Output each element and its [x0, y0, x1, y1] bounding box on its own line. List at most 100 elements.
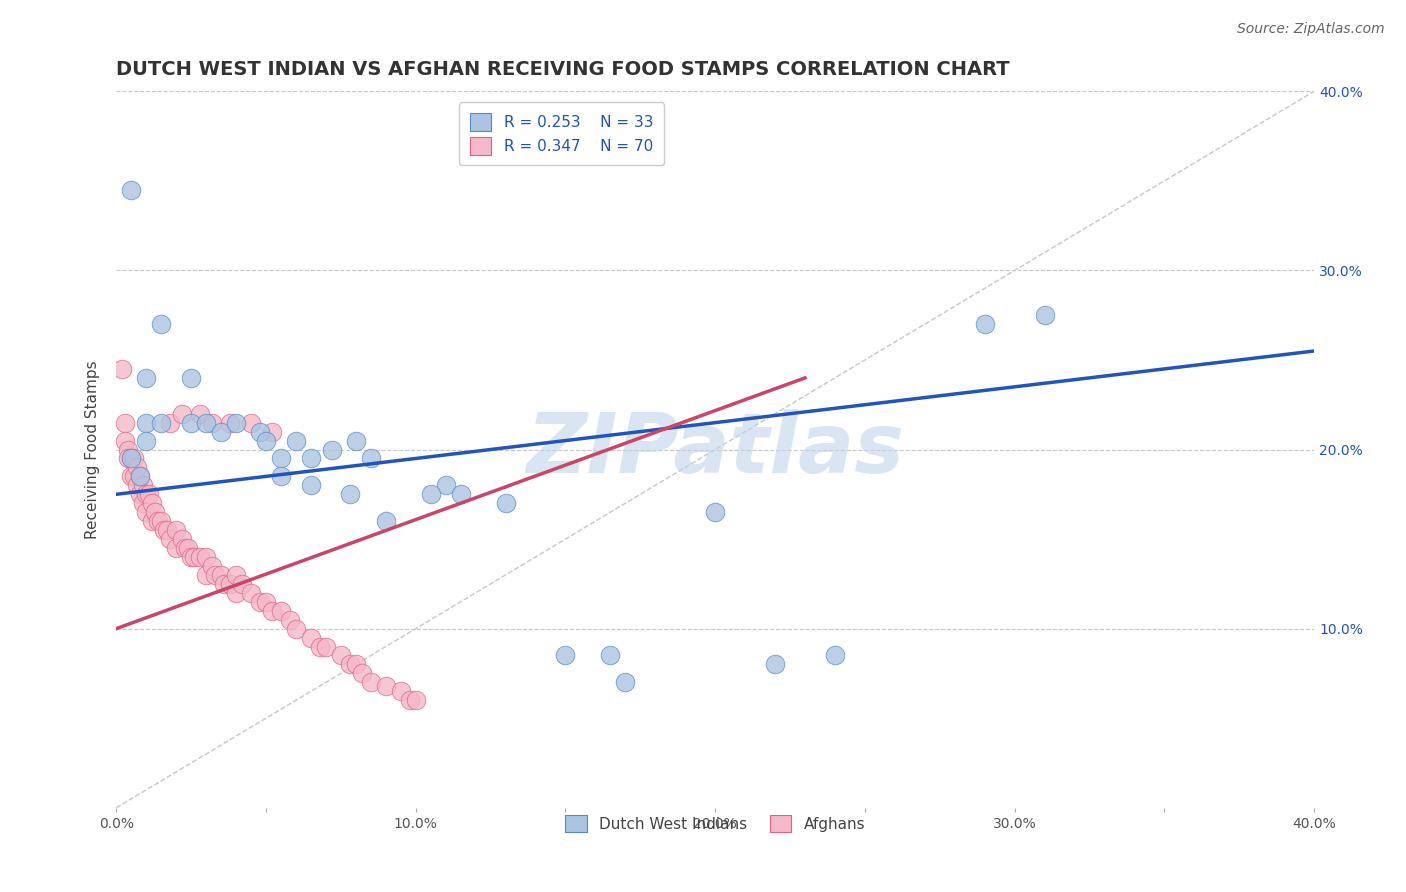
Point — [159, 532, 181, 546]
Point — [143, 505, 166, 519]
Point — [240, 586, 263, 600]
Point — [132, 496, 155, 510]
Point — [120, 183, 142, 197]
Point — [114, 434, 136, 448]
Point — [209, 567, 232, 582]
Point — [260, 604, 283, 618]
Point — [165, 541, 187, 555]
Point — [419, 487, 441, 501]
Point — [201, 416, 224, 430]
Point — [704, 505, 727, 519]
Point — [554, 648, 576, 663]
Point — [195, 549, 218, 564]
Point — [201, 558, 224, 573]
Point — [195, 416, 218, 430]
Point — [1033, 308, 1056, 322]
Point — [129, 487, 152, 501]
Point — [249, 425, 271, 439]
Point — [434, 478, 457, 492]
Point — [180, 416, 202, 430]
Point — [174, 541, 197, 555]
Point — [219, 577, 242, 591]
Point — [127, 460, 149, 475]
Text: Source: ZipAtlas.com: Source: ZipAtlas.com — [1237, 22, 1385, 37]
Point — [405, 693, 427, 707]
Point — [195, 567, 218, 582]
Point — [824, 648, 846, 663]
Point — [135, 487, 157, 501]
Point — [344, 434, 367, 448]
Point — [219, 416, 242, 430]
Point — [249, 595, 271, 609]
Point — [599, 648, 621, 663]
Point — [495, 496, 517, 510]
Point — [284, 434, 307, 448]
Point — [148, 514, 170, 528]
Point — [188, 549, 211, 564]
Point — [339, 487, 361, 501]
Point — [150, 317, 173, 331]
Point — [141, 514, 163, 528]
Point — [135, 371, 157, 385]
Point — [129, 469, 152, 483]
Text: DUTCH WEST INDIAN VS AFGHAN RECEIVING FOOD STAMPS CORRELATION CHART: DUTCH WEST INDIAN VS AFGHAN RECEIVING FO… — [117, 60, 1010, 78]
Point — [117, 451, 139, 466]
Point — [240, 416, 263, 430]
Point — [374, 679, 396, 693]
Point — [270, 451, 292, 466]
Point — [122, 451, 145, 466]
Point — [159, 416, 181, 430]
Point — [120, 451, 142, 466]
Point — [350, 666, 373, 681]
Point — [114, 416, 136, 430]
Point — [225, 567, 247, 582]
Point — [135, 416, 157, 430]
Point — [299, 451, 322, 466]
Point — [165, 523, 187, 537]
Point — [120, 451, 142, 466]
Point — [763, 657, 786, 672]
Point — [111, 362, 134, 376]
Point — [299, 631, 322, 645]
Point — [329, 648, 352, 663]
Point — [150, 416, 173, 430]
Point — [183, 549, 205, 564]
Point — [122, 469, 145, 483]
Point — [129, 469, 152, 483]
Point — [321, 442, 343, 457]
Point — [360, 675, 382, 690]
Point — [156, 523, 179, 537]
Point — [309, 640, 332, 654]
Legend: Dutch West Indians, Afghans: Dutch West Indians, Afghans — [554, 804, 876, 843]
Point — [398, 693, 420, 707]
Point — [254, 434, 277, 448]
Point — [225, 416, 247, 430]
Point — [172, 407, 194, 421]
Point — [973, 317, 995, 331]
Point — [180, 371, 202, 385]
Point — [117, 442, 139, 457]
Point — [150, 514, 173, 528]
Point — [260, 425, 283, 439]
Point — [135, 505, 157, 519]
Point — [254, 595, 277, 609]
Point — [299, 478, 322, 492]
Point — [132, 478, 155, 492]
Point — [360, 451, 382, 466]
Point — [120, 469, 142, 483]
Point — [180, 549, 202, 564]
Point — [270, 469, 292, 483]
Point — [188, 407, 211, 421]
Y-axis label: Receiving Food Stamps: Receiving Food Stamps — [86, 360, 100, 539]
Point — [209, 425, 232, 439]
Point — [127, 478, 149, 492]
Point — [344, 657, 367, 672]
Text: ZIPatlas: ZIPatlas — [526, 409, 904, 490]
Point — [135, 434, 157, 448]
Point — [284, 622, 307, 636]
Point — [278, 613, 301, 627]
Point — [138, 487, 160, 501]
Point — [315, 640, 337, 654]
Point — [153, 523, 176, 537]
Point — [172, 532, 194, 546]
